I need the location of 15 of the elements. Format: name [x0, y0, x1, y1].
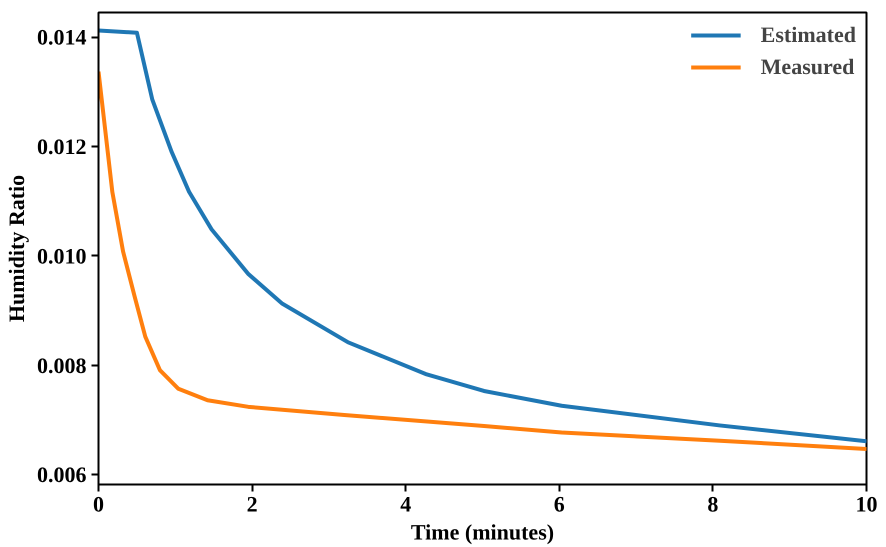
x-tick-label: 4 — [400, 492, 412, 516]
y-tick-label: 0.014 — [37, 24, 86, 50]
x-tick-label: 10 — [856, 492, 878, 516]
y-axis-title: Humidity Ratio — [4, 174, 29, 322]
x-tick-label: 0 — [93, 492, 104, 516]
y-tick-label: 0.006 — [37, 462, 86, 488]
x-tick-label: 2 — [246, 492, 258, 516]
y-tick-label: 0.010 — [37, 243, 86, 268]
legend-label: Estimated — [760, 22, 856, 48]
y-tick-label: 0.012 — [37, 134, 86, 159]
x-tick-label: 6 — [554, 492, 565, 516]
y-tick-label: 0.008 — [37, 352, 86, 378]
x-axis-title: Time (minutes) — [410, 520, 554, 544]
legend-label: Measured — [760, 54, 854, 80]
x-tick-label: 8 — [707, 492, 718, 516]
